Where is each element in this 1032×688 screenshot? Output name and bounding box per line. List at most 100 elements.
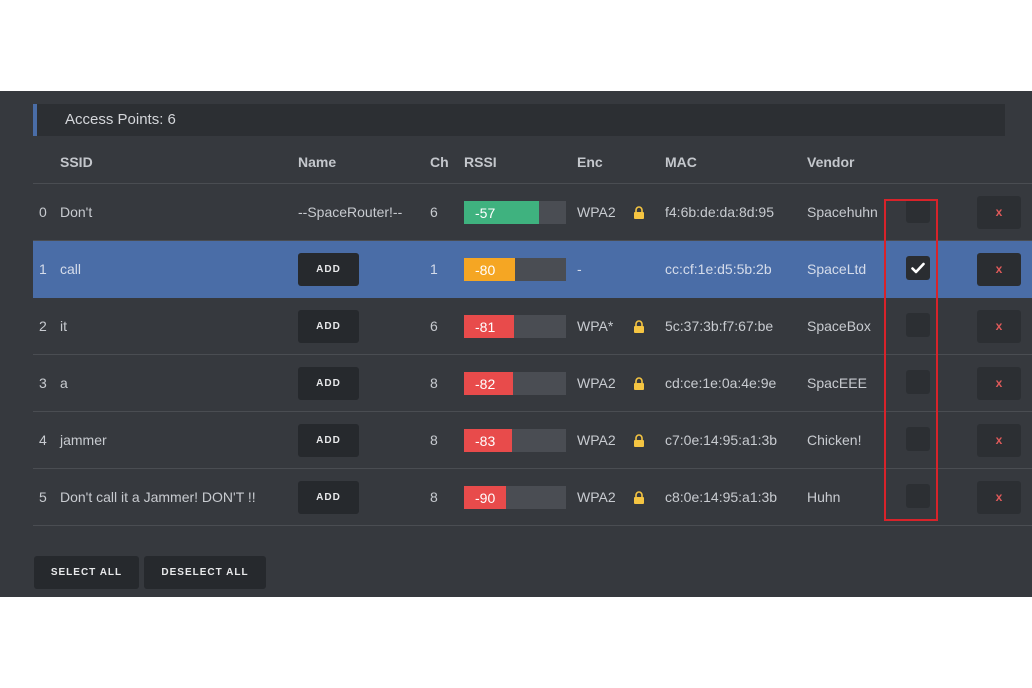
add-name-button[interactable]: ADD	[298, 366, 359, 400]
table-row[interactable]: 5 Don't call it a Jammer! DON'T !! ADD 8…	[33, 468, 1032, 526]
row-encryption: WPA*	[577, 297, 633, 355]
row-channel: 6	[430, 183, 464, 241]
add-name-button[interactable]: ADD	[298, 480, 359, 514]
delete-button[interactable]: x	[977, 309, 1021, 343]
column-header-enc: Enc	[577, 154, 633, 184]
select-all-button[interactable]: SELECT ALL	[34, 556, 139, 589]
row-vendor: SpaceBox	[807, 297, 903, 355]
rssi-bar: -82	[464, 371, 566, 395]
select-checkbox[interactable]	[906, 426, 930, 451]
select-checkbox[interactable]	[906, 255, 930, 280]
add-name-button[interactable]: ADD	[298, 423, 359, 457]
row-ssid: a	[60, 354, 298, 412]
rssi-value: -82	[475, 375, 496, 392]
row-select	[903, 354, 951, 412]
delete-button[interactable]: x	[977, 195, 1021, 229]
row-encryption: WPA2	[577, 468, 633, 526]
rssi-value: -81	[475, 318, 496, 335]
column-header-delete	[951, 154, 1032, 184]
access-points-table: SSID Name Ch RSSI Enc MAC Vendor 0 Don't…	[33, 154, 1032, 526]
table-row[interactable]: 1 call ADD 1 -80 - cc:cf:1e:d5:5b:2b Spa…	[33, 240, 1032, 298]
row-ssid: Don't call it a Jammer! DON'T !!	[60, 468, 298, 526]
rssi-bar-fill	[464, 257, 515, 281]
row-encryption: WPA2	[577, 183, 633, 241]
rssi-bar: -81	[464, 314, 566, 338]
row-lock	[633, 354, 665, 412]
row-delete: x	[951, 468, 1032, 526]
delete-button[interactable]: x	[977, 252, 1021, 286]
column-header-ch: Ch	[430, 154, 464, 184]
table-header-row: SSID Name Ch RSSI Enc MAC Vendor	[33, 154, 1032, 184]
row-select	[903, 411, 951, 469]
row-rssi: -83	[464, 411, 577, 469]
add-name-button[interactable]: ADD	[298, 252, 359, 286]
access-points-header: Access Points: 6	[33, 104, 1005, 136]
deselect-all-button[interactable]: DESELECT ALL	[144, 556, 266, 589]
row-delete: x	[951, 183, 1032, 241]
row-lock	[633, 297, 665, 355]
row-encryption: -	[577, 240, 633, 298]
table-row[interactable]: 4 jammer ADD 8 -83 WPA2 c7:0e:14:95:a1:3…	[33, 411, 1032, 469]
select-checkbox[interactable]	[906, 198, 930, 223]
row-rssi: -57	[464, 183, 577, 241]
row-channel: 6	[430, 297, 464, 355]
row-mac: c8:0e:14:95:a1:3b	[665, 468, 807, 526]
row-lock	[633, 468, 665, 526]
row-id: 2	[33, 297, 60, 355]
row-select	[903, 468, 951, 526]
rssi-bar: -83	[464, 428, 566, 452]
row-lock	[633, 411, 665, 469]
lock-icon	[634, 320, 644, 333]
row-ssid: it	[60, 297, 298, 355]
column-header-ssid: SSID	[60, 154, 298, 184]
select-checkbox[interactable]	[906, 369, 930, 394]
rssi-bar-fill	[464, 485, 506, 509]
row-vendor: SpaceLtd	[807, 240, 903, 298]
table-row[interactable]: 2 it ADD 6 -81 WPA* 5c:37:3b:f7:67:be Sp…	[33, 297, 1032, 355]
row-lock	[633, 183, 665, 241]
row-id: 3	[33, 354, 60, 412]
row-vendor: Huhn	[807, 468, 903, 526]
row-delete: x	[951, 297, 1032, 355]
row-delete: x	[951, 240, 1032, 298]
column-header-rssi: RSSI	[464, 154, 577, 184]
row-lock	[633, 240, 665, 298]
row-delete: x	[951, 354, 1032, 412]
row-channel: 8	[430, 468, 464, 526]
delete-button[interactable]: x	[977, 366, 1021, 400]
table-row[interactable]: 0 Don't --SpaceRouter!-- 6 -57 WPA2 f4:6…	[33, 183, 1032, 241]
row-vendor: SpacEEE	[807, 354, 903, 412]
table-row[interactable]: 3 a ADD 8 -82 WPA2 cd:ce:1e:0a:4e:9e Spa…	[33, 354, 1032, 412]
column-header-select	[903, 154, 951, 184]
row-encryption: WPA2	[577, 354, 633, 412]
row-rssi: -82	[464, 354, 577, 412]
column-header-mac: MAC	[665, 154, 807, 184]
row-vendor: Spacehuhn	[807, 183, 903, 241]
add-name-button[interactable]: ADD	[298, 309, 359, 343]
select-checkbox[interactable]	[906, 312, 930, 337]
rssi-bar: -80	[464, 257, 566, 281]
row-channel: 8	[430, 354, 464, 412]
delete-button[interactable]: x	[977, 423, 1021, 457]
row-rssi: -80	[464, 240, 577, 298]
rssi-bar-fill	[464, 200, 540, 224]
row-name: ADD	[298, 297, 430, 355]
select-checkbox[interactable]	[906, 483, 930, 508]
row-name: ADD	[298, 468, 430, 526]
delete-button[interactable]: x	[977, 480, 1021, 514]
row-vendor: Chicken!	[807, 411, 903, 469]
row-ssid: jammer	[60, 411, 298, 469]
row-name: ADD	[298, 240, 430, 298]
lock-icon	[634, 206, 644, 219]
row-select	[903, 297, 951, 355]
row-mac: cc:cf:1e:d5:5b:2b	[665, 240, 807, 298]
row-name: ADD	[298, 354, 430, 412]
row-select	[903, 240, 951, 298]
row-id: 5	[33, 468, 60, 526]
rssi-bar: -57	[464, 200, 566, 224]
row-mac: f4:6b:de:da:8d:95	[665, 183, 807, 241]
column-header-name: Name	[298, 154, 430, 184]
column-header-lock	[633, 154, 665, 184]
rssi-bar: -90	[464, 485, 566, 509]
row-mac: 5c:37:3b:f7:67:be	[665, 297, 807, 355]
